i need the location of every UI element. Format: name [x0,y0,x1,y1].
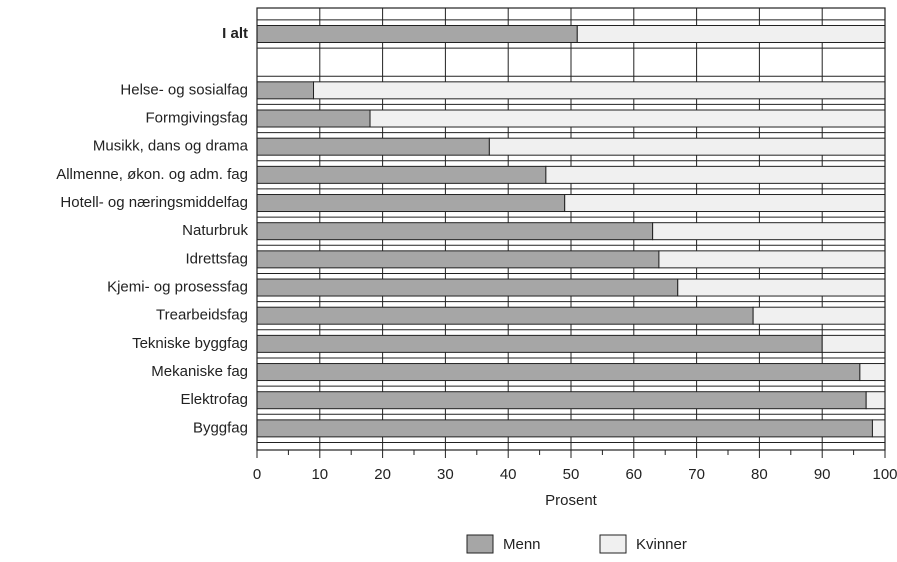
bar-segment [256,137,490,156]
x-tick-label: 20 [374,466,391,483]
x-tick-label: 90 [814,466,831,483]
plot-frame [256,7,886,451]
bar-segment [859,363,886,382]
x-tick-label: 60 [625,466,642,483]
bar-segment [652,222,886,241]
legend-swatch [466,534,494,554]
x-tick-label: 70 [688,466,705,483]
x-tick-label: 10 [311,466,328,483]
y-tick-label: Naturbruk [182,222,248,239]
bar-segment [658,250,886,269]
bar-segment [865,391,886,410]
bar-segment [256,334,823,353]
legend-label: Kvinner [636,536,687,553]
y-tick-label: Allmenne, økon. og adm. fag [56,166,248,183]
legend-label: Menn [503,536,541,553]
y-tick-label: Trearbeidsfag [156,307,248,324]
bar-segment [256,109,371,128]
bar-segment [564,194,886,213]
bar-segment [821,334,886,353]
y-tick-label: Mekaniske fag [151,363,248,380]
y-tick-label: Byggfag [193,419,248,436]
bar-segment [677,278,886,297]
y-tick-label: Musikk, dans og drama [93,138,249,155]
y-tick-label: Formgivingsfag [145,109,248,126]
bar-segment [752,306,886,325]
bar-segment [576,25,886,43]
bar-segment [871,419,886,438]
bar-segment [256,25,578,43]
bar-segment [256,419,873,438]
bar-segment [256,306,754,325]
bar-segment [256,194,566,213]
x-tick-label: 40 [500,466,517,483]
bar-segment [256,250,660,269]
bar-segment [256,165,547,184]
legend-swatch [599,534,627,554]
y-tick-label: Elektrofag [180,391,248,408]
bar-segment [256,81,315,100]
bar-segment [256,363,861,382]
y-tick-label: Idrettsfag [185,250,248,267]
y-tick-label: Hotell- og næringsmiddelfag [60,194,248,211]
y-tick-label: I alt [222,25,248,42]
x-tick-label: 30 [437,466,454,483]
bar-segment [256,391,867,410]
x-tick-label: 80 [751,466,768,483]
bar-segment [488,137,886,156]
bar-segment [369,109,886,128]
x-tick-label: 50 [563,466,580,483]
bar-segment [256,278,679,297]
bar-segment [545,165,886,184]
x-axis-label: Prosent [545,492,598,509]
y-tick-label: Helse- og sosialfag [120,81,248,98]
bar-segment [313,81,886,100]
y-tick-label: Tekniske byggfag [132,335,248,352]
x-tick-label: 0 [253,466,261,483]
x-tick-label: 100 [872,466,897,483]
bar-segment [256,222,654,241]
y-tick-label: Kjemi- og prosessfag [107,278,248,295]
